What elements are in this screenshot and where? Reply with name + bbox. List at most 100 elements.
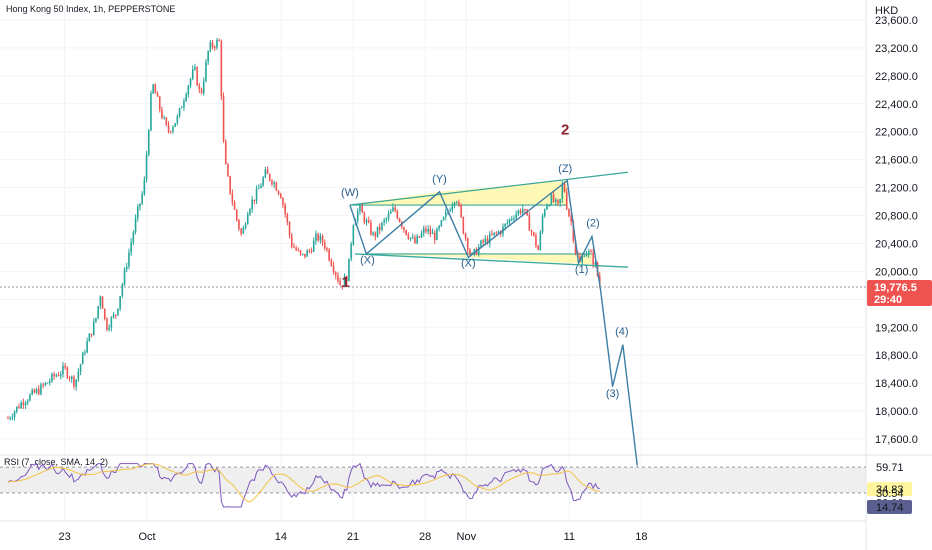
candle-body — [466, 238, 469, 250]
candle-body — [220, 41, 223, 97]
candle-body — [174, 123, 176, 127]
price-candles — [7, 37, 601, 421]
candle-body — [132, 232, 135, 243]
rsi-value: 59.71 — [876, 462, 904, 474]
price-tick-label: 18,800.0 — [875, 350, 918, 362]
time-tick-label: 23 — [58, 531, 70, 543]
candle-body — [213, 46, 216, 48]
candle-body — [86, 341, 88, 353]
candle-body — [211, 42, 214, 47]
price-tick-label: 20,400.0 — [875, 238, 918, 250]
candle-body — [530, 230, 533, 233]
time-axis[interactable]: 23 Oct 14 21 28 Nov 11 18 — [58, 531, 647, 543]
candle-body — [315, 233, 317, 241]
candle-body — [471, 252, 473, 254]
candle-body — [106, 318, 108, 330]
wave-labels: (W) (X) (Y) (X) (Z) (1) (2) (3) (4) 1 2 — [341, 122, 629, 401]
candle-body — [66, 367, 69, 378]
wave-label: (2) — [586, 218, 599, 230]
channel-line-upper[interactable] — [349, 171, 629, 206]
candle-body — [244, 224, 247, 228]
candle-body — [301, 253, 304, 255]
candle-body — [191, 69, 194, 79]
candle-body — [40, 384, 42, 395]
candle-body — [444, 212, 447, 217]
wave-label: (3) — [606, 388, 619, 400]
candle-body — [521, 208, 524, 214]
candle-body — [513, 218, 515, 220]
candle-body — [378, 226, 381, 230]
candle-body — [218, 40, 220, 42]
candle-body — [251, 199, 253, 210]
projection-line[interactable] — [599, 286, 638, 466]
candle-body — [128, 252, 130, 267]
candle-body — [323, 242, 326, 249]
candle-body — [422, 228, 425, 233]
candle-body — [70, 376, 73, 379]
candle-body — [458, 201, 460, 205]
candle-body — [387, 213, 390, 219]
time-tick-label: Nov — [457, 531, 477, 543]
candle-body — [273, 182, 275, 185]
time-tick-label: 28 — [419, 531, 431, 543]
candle-body — [156, 93, 159, 97]
rsi-value-badge — [867, 499, 912, 514]
rsi-pane[interactable]: RSI (7, close, SMA, 14, 2) 59.71 34.8330.… — [0, 457, 912, 514]
time-tick-label: 14 — [275, 531, 287, 543]
candle-body — [464, 233, 467, 239]
current-price-value: 19,776.5 — [874, 282, 917, 294]
candle-body — [75, 379, 77, 387]
candle-body — [103, 308, 106, 319]
price-tick-label: 17,600.0 — [875, 434, 918, 446]
candle-body — [130, 242, 132, 253]
candle-body — [440, 220, 443, 227]
candle-body — [427, 229, 429, 232]
candle-body — [123, 269, 126, 285]
candle-body — [13, 411, 16, 418]
candle-body — [194, 67, 196, 70]
price-tick-label: 22,400.0 — [875, 99, 918, 111]
candle-body — [202, 81, 205, 94]
rsi-value-badge — [867, 482, 912, 497]
candle-body — [482, 240, 484, 243]
candle-body — [266, 169, 269, 174]
candle-body — [495, 232, 498, 234]
candle-body — [134, 218, 137, 233]
cycle-label: 1 — [342, 274, 350, 291]
candle-body — [491, 233, 493, 235]
candle-body — [167, 124, 170, 132]
channel-line-lower[interactable] — [355, 253, 629, 268]
candle-body — [242, 227, 245, 234]
candle-body — [552, 194, 555, 202]
candle-body — [418, 236, 421, 238]
candle-body — [176, 116, 179, 124]
candle-body — [572, 221, 575, 241]
candle-body — [11, 417, 14, 419]
candle-body — [337, 275, 339, 282]
candle-body — [262, 177, 264, 186]
candle-body — [35, 389, 38, 393]
candle-body — [68, 377, 71, 379]
wave-line[interactable] — [349, 179, 601, 288]
candle-body — [389, 211, 392, 214]
candle-body — [15, 406, 18, 412]
candle-body — [260, 185, 262, 189]
candle-body — [517, 210, 520, 215]
candle-body — [31, 389, 33, 395]
rsi-value: 34.83 — [876, 484, 904, 496]
candle-body — [330, 260, 333, 266]
candle-body — [590, 250, 592, 253]
candle-body — [257, 188, 260, 190]
candle-body — [557, 199, 559, 204]
candle-body — [473, 248, 476, 253]
price-tick-label: 18,000.0 — [875, 406, 918, 418]
candle-body — [524, 208, 526, 210]
candle-body — [88, 333, 91, 342]
current-price-badge: 19,776.5 29:40 — [867, 280, 932, 307]
candle-body — [568, 209, 570, 216]
price-tick-label: 19,200.0 — [875, 322, 918, 334]
price-tick-label: 21,600.0 — [875, 155, 918, 167]
candle-body — [290, 235, 293, 247]
candle-body — [508, 219, 511, 223]
